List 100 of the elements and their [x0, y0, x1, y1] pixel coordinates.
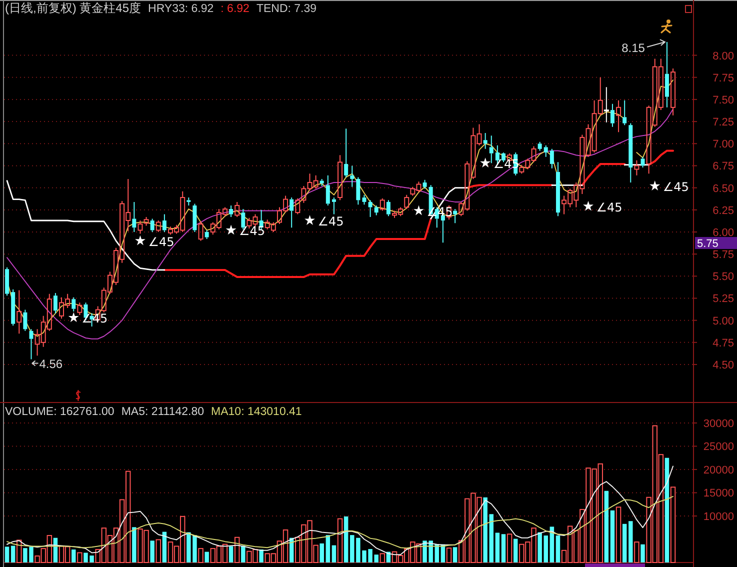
- y-tick-label: 15000: [703, 488, 734, 500]
- bar: [332, 545, 336, 562]
- annotation: : 6.92: [220, 3, 250, 15]
- candlestick: [332, 197, 336, 215]
- bar: [72, 549, 76, 562]
- bar: [501, 534, 506, 562]
- candlestick: [356, 176, 360, 206]
- candlestick: [616, 100, 622, 133]
- y-tick-label: 10000: [703, 510, 734, 523]
- annotation: 4.56: [39, 357, 63, 372]
- y-tick-label: 6.50: [712, 182, 734, 195]
- bar: [610, 510, 615, 562]
- candlestick: [544, 144, 548, 158]
- line-series: [6, 496, 674, 549]
- y-tick-label: 4.50: [712, 360, 734, 372]
- bar: [77, 552, 82, 563]
- bar: [16, 540, 22, 563]
- bar: [204, 552, 209, 562]
- candlestick: [610, 103, 614, 128]
- bar: [616, 506, 622, 563]
- candlestick: [453, 208, 458, 224]
- bar: [634, 542, 640, 563]
- y-tick-label: 20000: [703, 464, 734, 476]
- point: [226, 224, 236, 235]
- y-tick-label: 5.50: [712, 271, 734, 284]
- bar: [483, 497, 488, 562]
- y-tick-label: 4.75: [712, 337, 734, 350]
- bar: [452, 547, 458, 562]
- candlestick: [640, 156, 645, 168]
- y-tick-label: 5.25: [712, 293, 734, 306]
- bar: [337, 518, 343, 563]
- candlestick: [290, 197, 294, 228]
- text: ∠45: [596, 200, 622, 214]
- y-tick-label: 7.25: [712, 116, 734, 129]
- text: ∠45: [318, 214, 344, 228]
- y-tick-label: 5.75: [712, 249, 734, 262]
- candlestick: [622, 100, 627, 126]
- candlestick: [556, 162, 560, 217]
- bar: [380, 553, 386, 563]
- candlestick: [132, 201, 136, 232]
- bar: [640, 544, 645, 562]
- bar: [326, 535, 330, 562]
- y-tick-label: 8.00: [712, 50, 734, 62]
- bar: [259, 549, 264, 562]
- bar: [446, 548, 452, 563]
- bar: [132, 527, 136, 562]
- bar: [198, 548, 204, 563]
- point: [480, 158, 491, 168]
- bar: [550, 526, 554, 562]
- annotation: HRY33: 6.92: [148, 3, 214, 15]
- bar: [670, 486, 676, 563]
- point: [650, 180, 660, 190]
- bar: [513, 538, 518, 562]
- annotation: MA10: 143010.41: [211, 406, 302, 418]
- text: ∠45: [239, 224, 266, 238]
- point: [134, 235, 146, 246]
- candlestick: [338, 154, 343, 201]
- series-label: ∠45: [148, 234, 174, 249]
- annotation: MA5: 211142.80: [121, 406, 204, 418]
- candlestick: [229, 204, 234, 218]
- bar: [320, 543, 324, 562]
- y-tick-label: 6.00: [712, 226, 734, 239]
- bar: [556, 536, 560, 562]
- bar: [604, 490, 609, 562]
- annotation: 8.15: [622, 41, 646, 56]
- point: [304, 214, 315, 225]
- candlestick: [664, 42, 669, 108]
- candlestick: [350, 165, 354, 188]
- candlestick: [483, 132, 488, 150]
- point: [583, 200, 594, 211]
- candlestick: [162, 214, 166, 232]
- y-tick-label: 7.75: [712, 72, 734, 84]
- candlestick: [29, 328, 34, 360]
- candlestick: [344, 128, 348, 178]
- bar: [489, 514, 494, 562]
- candlestick: [192, 203, 197, 232]
- bar: [241, 546, 246, 562]
- candlestick: [634, 160, 640, 176]
- bar: [664, 458, 670, 562]
- chart-title: (日线,前复权) 黄金柱45度: [5, 1, 142, 15]
- candlestick: [362, 194, 366, 206]
- bar: [150, 540, 154, 562]
- y-tick-label: 25000: [703, 441, 734, 454]
- bar: [544, 536, 548, 562]
- annotation: TEND: 7.39: [256, 3, 317, 15]
- text: ∠45: [662, 180, 689, 194]
- bar: [495, 532, 500, 562]
- bar: [162, 532, 167, 562]
- y-tick-label: 5.00: [712, 315, 734, 328]
- candlestick: [604, 86, 609, 123]
- bar: [506, 534, 512, 563]
- bar: [4, 546, 10, 562]
- y-tick-label: 30000: [703, 418, 734, 430]
- candlestick: [150, 218, 154, 232]
- point: [414, 205, 424, 216]
- y-tick-label: 6.75: [712, 160, 734, 173]
- candlestick: [326, 174, 330, 206]
- candlestick: [16, 290, 22, 334]
- candlestick: [628, 122, 633, 184]
- candlestick: [23, 309, 28, 332]
